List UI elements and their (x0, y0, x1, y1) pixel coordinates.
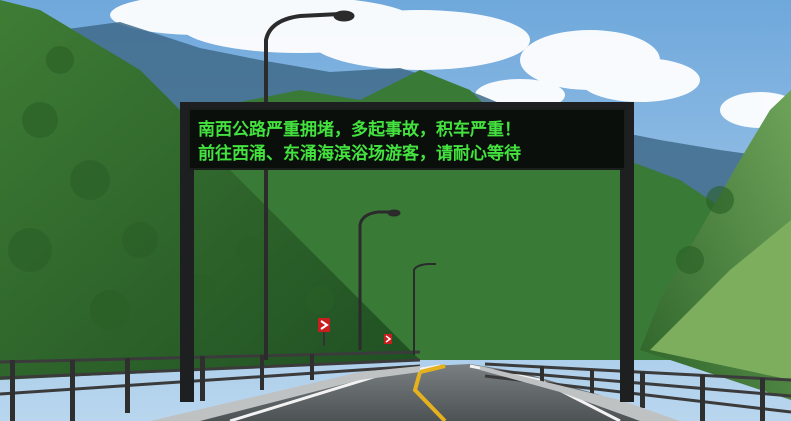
street-lamp-2 (358, 209, 401, 350)
sign-line-1: 南西公路严重拥堵，多起事故，积车严重！ (198, 120, 521, 140)
sign-line-2: 前往西涌、东涌海滨浴场游客，请耐心等待 (198, 144, 521, 164)
variable-message-sign: 南西公路严重拥堵，多起事故，积车严重！ 前往西涌、东涌海滨浴场游客，请耐心等待 (188, 108, 626, 170)
gantry-post-right (620, 102, 634, 402)
curb-right (480, 366, 680, 421)
right-slope (650, 220, 791, 380)
guardrail-right-posts (540, 366, 765, 421)
road-center-line (412, 364, 447, 421)
chevron-sign-2 (384, 334, 392, 344)
chevron-sign-1 (318, 318, 330, 346)
gantry-post-left (180, 102, 194, 402)
gantry-beam (180, 102, 634, 110)
street-lamp-1 (264, 10, 355, 360)
street-lamp-3 (413, 263, 436, 355)
guardrail-left-posts (10, 354, 314, 421)
left-hill (0, 0, 420, 380)
curb-left (150, 366, 420, 421)
